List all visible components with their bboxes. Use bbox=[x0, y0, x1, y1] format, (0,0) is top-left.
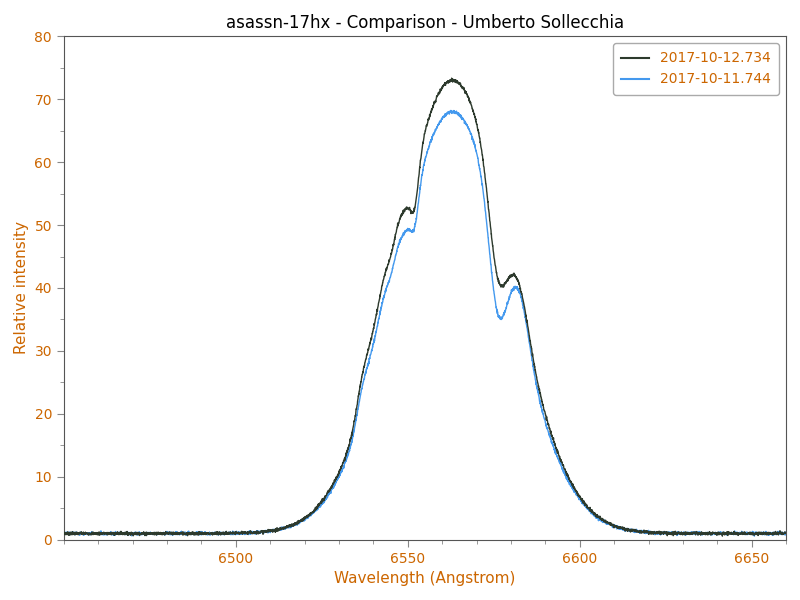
Legend: 2017-10-12.734, 2017-10-11.744: 2017-10-12.734, 2017-10-11.744 bbox=[613, 43, 779, 95]
2017-10-12.734 bbox=[782, 529, 791, 536]
2017-10-11.744 bbox=[750, 533, 759, 540]
2017-10-12.734 bbox=[362, 350, 372, 358]
2017-10-11.744 bbox=[782, 528, 791, 535]
2017-10-12.734 bbox=[584, 504, 594, 511]
2017-10-11.744 bbox=[368, 341, 378, 348]
2017-10-12.734 bbox=[59, 529, 69, 536]
2017-10-12.734 bbox=[718, 533, 727, 540]
X-axis label: Wavelength (Angstrom): Wavelength (Angstrom) bbox=[334, 571, 516, 586]
Title: asassn-17hx - Comparison - Umberto Sollecchia: asassn-17hx - Comparison - Umberto Solle… bbox=[226, 14, 624, 32]
2017-10-12.734 bbox=[723, 528, 733, 535]
2017-10-11.744 bbox=[446, 107, 456, 114]
Line: 2017-10-11.744: 2017-10-11.744 bbox=[64, 110, 786, 536]
2017-10-12.734 bbox=[447, 74, 457, 82]
2017-10-11.744 bbox=[584, 506, 594, 513]
2017-10-11.744 bbox=[362, 364, 372, 371]
2017-10-11.744 bbox=[402, 226, 412, 233]
2017-10-11.744 bbox=[759, 530, 769, 537]
2017-10-12.734 bbox=[402, 205, 412, 212]
2017-10-12.734 bbox=[368, 327, 378, 334]
Line: 2017-10-12.734: 2017-10-12.734 bbox=[64, 78, 786, 536]
2017-10-11.744 bbox=[59, 530, 69, 538]
2017-10-12.734 bbox=[759, 530, 769, 537]
Y-axis label: Relative intensity: Relative intensity bbox=[14, 221, 29, 355]
2017-10-11.744 bbox=[723, 530, 733, 537]
